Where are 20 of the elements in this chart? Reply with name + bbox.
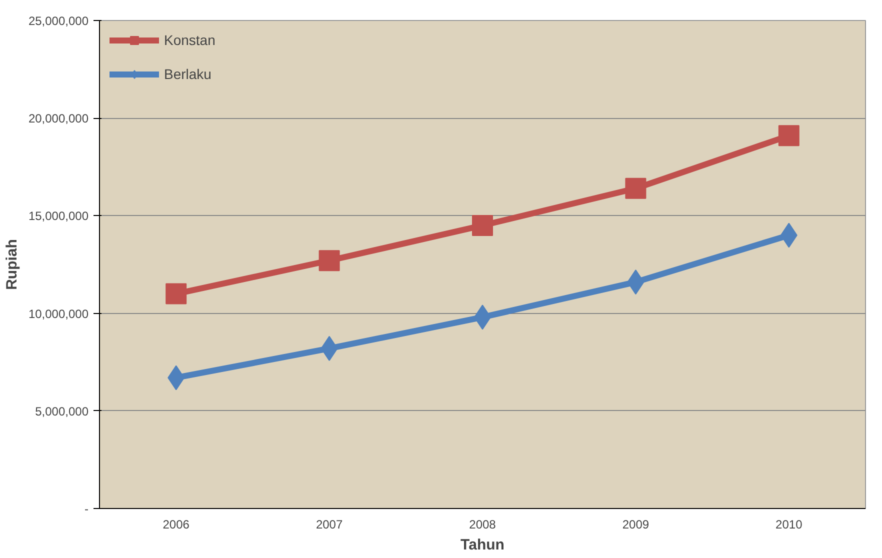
y-tick-label: 15,000,000 bbox=[28, 209, 89, 224]
y-tick-label: 25,000,000 bbox=[28, 14, 89, 28]
x-tick-label: 2010 bbox=[776, 518, 803, 532]
y-tick-label: 5,000,000 bbox=[35, 404, 89, 418]
y-tick-label: 20,000,000 bbox=[28, 112, 89, 126]
y-tick-label: 10,000,000 bbox=[28, 306, 89, 321]
x-tick-label: 2006 bbox=[162, 518, 190, 532]
x-tick-label: 2008 bbox=[469, 518, 496, 532]
legend-label: Konstan bbox=[164, 32, 216, 48]
legend-label: Berlaku bbox=[164, 66, 212, 82]
point bbox=[625, 178, 646, 199]
y-tick-label: - bbox=[84, 502, 89, 516]
point bbox=[318, 250, 340, 272]
x-tick-label: 2009 bbox=[622, 518, 650, 532]
x-tick-label: 2007 bbox=[316, 518, 343, 532]
point bbox=[472, 214, 493, 236]
y-axis-title: Rupiah bbox=[3, 239, 20, 290]
point bbox=[778, 125, 800, 146]
point bbox=[166, 283, 187, 304]
x-axis-title: Tahun bbox=[460, 536, 504, 554]
